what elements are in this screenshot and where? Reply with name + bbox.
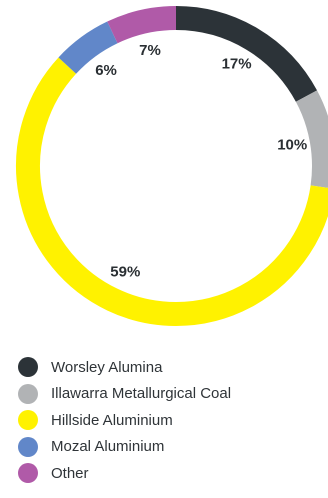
legend-swatch	[18, 410, 38, 431]
donut-slice-4	[107, 6, 177, 44]
legend-label: Mozal Aluminium	[51, 438, 165, 456]
legend-swatch	[18, 436, 38, 457]
legend-item: Illawarra Metallurgical Coal	[18, 381, 231, 408]
donut-slice-0	[175, 6, 318, 102]
legend-label: Hillside Aluminium	[51, 411, 173, 429]
legend-item: Other	[18, 460, 231, 487]
legend-swatch	[18, 463, 38, 484]
donut-slice-3	[58, 21, 118, 74]
slice-value-label: 7%	[139, 42, 161, 59]
donut-chart: 17% 10% 59% 6% 7%	[16, 6, 328, 326]
slice-value-label: 59%	[110, 264, 140, 281]
legend-swatch	[18, 357, 38, 378]
legend-label: Other	[51, 464, 89, 482]
donut-slice-1	[295, 90, 328, 188]
legend-item: Worsley Alumina	[18, 354, 231, 381]
legend-swatch	[18, 383, 38, 404]
legend-label: Worsley Alumina	[51, 358, 163, 376]
slice-value-label: 17%	[222, 56, 252, 73]
legend-label: Illawarra Metallurgical Coal	[51, 385, 232, 403]
legend-item: Mozal Aluminium	[18, 434, 231, 461]
legend-item: Hillside Aluminium	[18, 407, 231, 434]
donut-slice-2	[16, 57, 328, 326]
chart-legend: Worsley Alumina Illawarra Metallurgical C…	[18, 354, 231, 487]
slice-value-label: 10%	[277, 136, 307, 153]
slice-value-label: 6%	[95, 62, 117, 79]
